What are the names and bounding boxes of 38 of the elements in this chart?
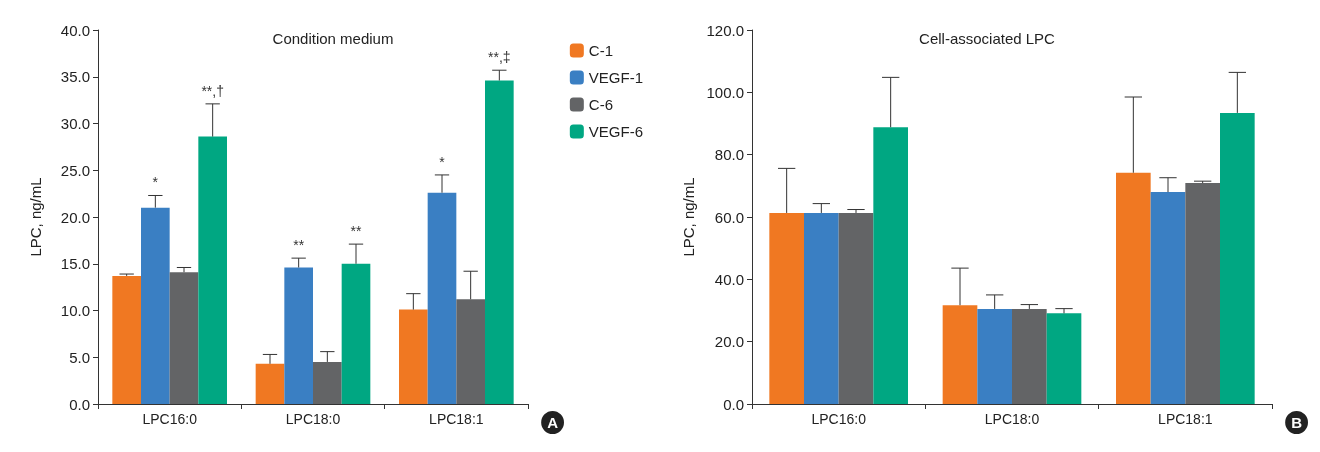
chart-title: Cell-associated LPC xyxy=(919,30,1056,47)
data-label: ** xyxy=(350,223,362,240)
legend-label: VEGF-1 xyxy=(588,69,644,86)
y-tick-label: 120.0 xyxy=(706,21,744,39)
text: A xyxy=(547,414,559,431)
chart-title: Condition medium xyxy=(272,30,394,47)
y-tick-label: 0.0 xyxy=(723,395,744,413)
y-tick-label: 5.0 xyxy=(69,348,90,366)
data-label: * xyxy=(439,153,446,170)
x-tick-label: LPC18:1 xyxy=(1158,411,1213,427)
legend-label: C-6 xyxy=(588,96,613,113)
y-tick-label: 20.0 xyxy=(60,208,90,226)
y-tick-label: 35.0 xyxy=(60,68,90,86)
y-axis-title: LPC, ng/mL xyxy=(679,177,697,257)
y-tick-label: 25.0 xyxy=(60,161,90,179)
data-label: **,‡ xyxy=(488,49,511,66)
y-tick-label: 30.0 xyxy=(60,115,90,132)
y-tick-label: 40.0 xyxy=(714,270,744,288)
y-tick-label: 0.0 xyxy=(69,395,90,413)
y-axis-title: LPC, ng/mL xyxy=(27,177,44,257)
x-tick-label: LPC18:0 xyxy=(285,411,341,427)
y-tick-label: 40.0 xyxy=(60,21,90,39)
text: B xyxy=(1291,414,1303,431)
legend-label: C-1 xyxy=(588,42,613,59)
y-tick-label: 100.0 xyxy=(706,83,744,101)
y-tick-label: 20.0 xyxy=(714,333,744,351)
x-tick-label: LPC16:0 xyxy=(811,411,867,427)
data-label: * xyxy=(152,174,159,191)
data-label: **,† xyxy=(201,82,224,99)
legend-label: VEGF-6 xyxy=(588,123,644,140)
y-tick-label: 15.0 xyxy=(60,255,90,273)
y-tick-label: 80.0 xyxy=(714,146,744,164)
y-tick-label: 10.0 xyxy=(60,302,90,319)
x-tick-label: LPC18:0 xyxy=(984,411,1040,427)
y-tick-label: 60.0 xyxy=(714,208,744,226)
data-label: ** xyxy=(293,237,305,254)
x-tick-label: LPC18:1 xyxy=(429,411,484,427)
x-tick-label: LPC16:0 xyxy=(142,411,198,427)
